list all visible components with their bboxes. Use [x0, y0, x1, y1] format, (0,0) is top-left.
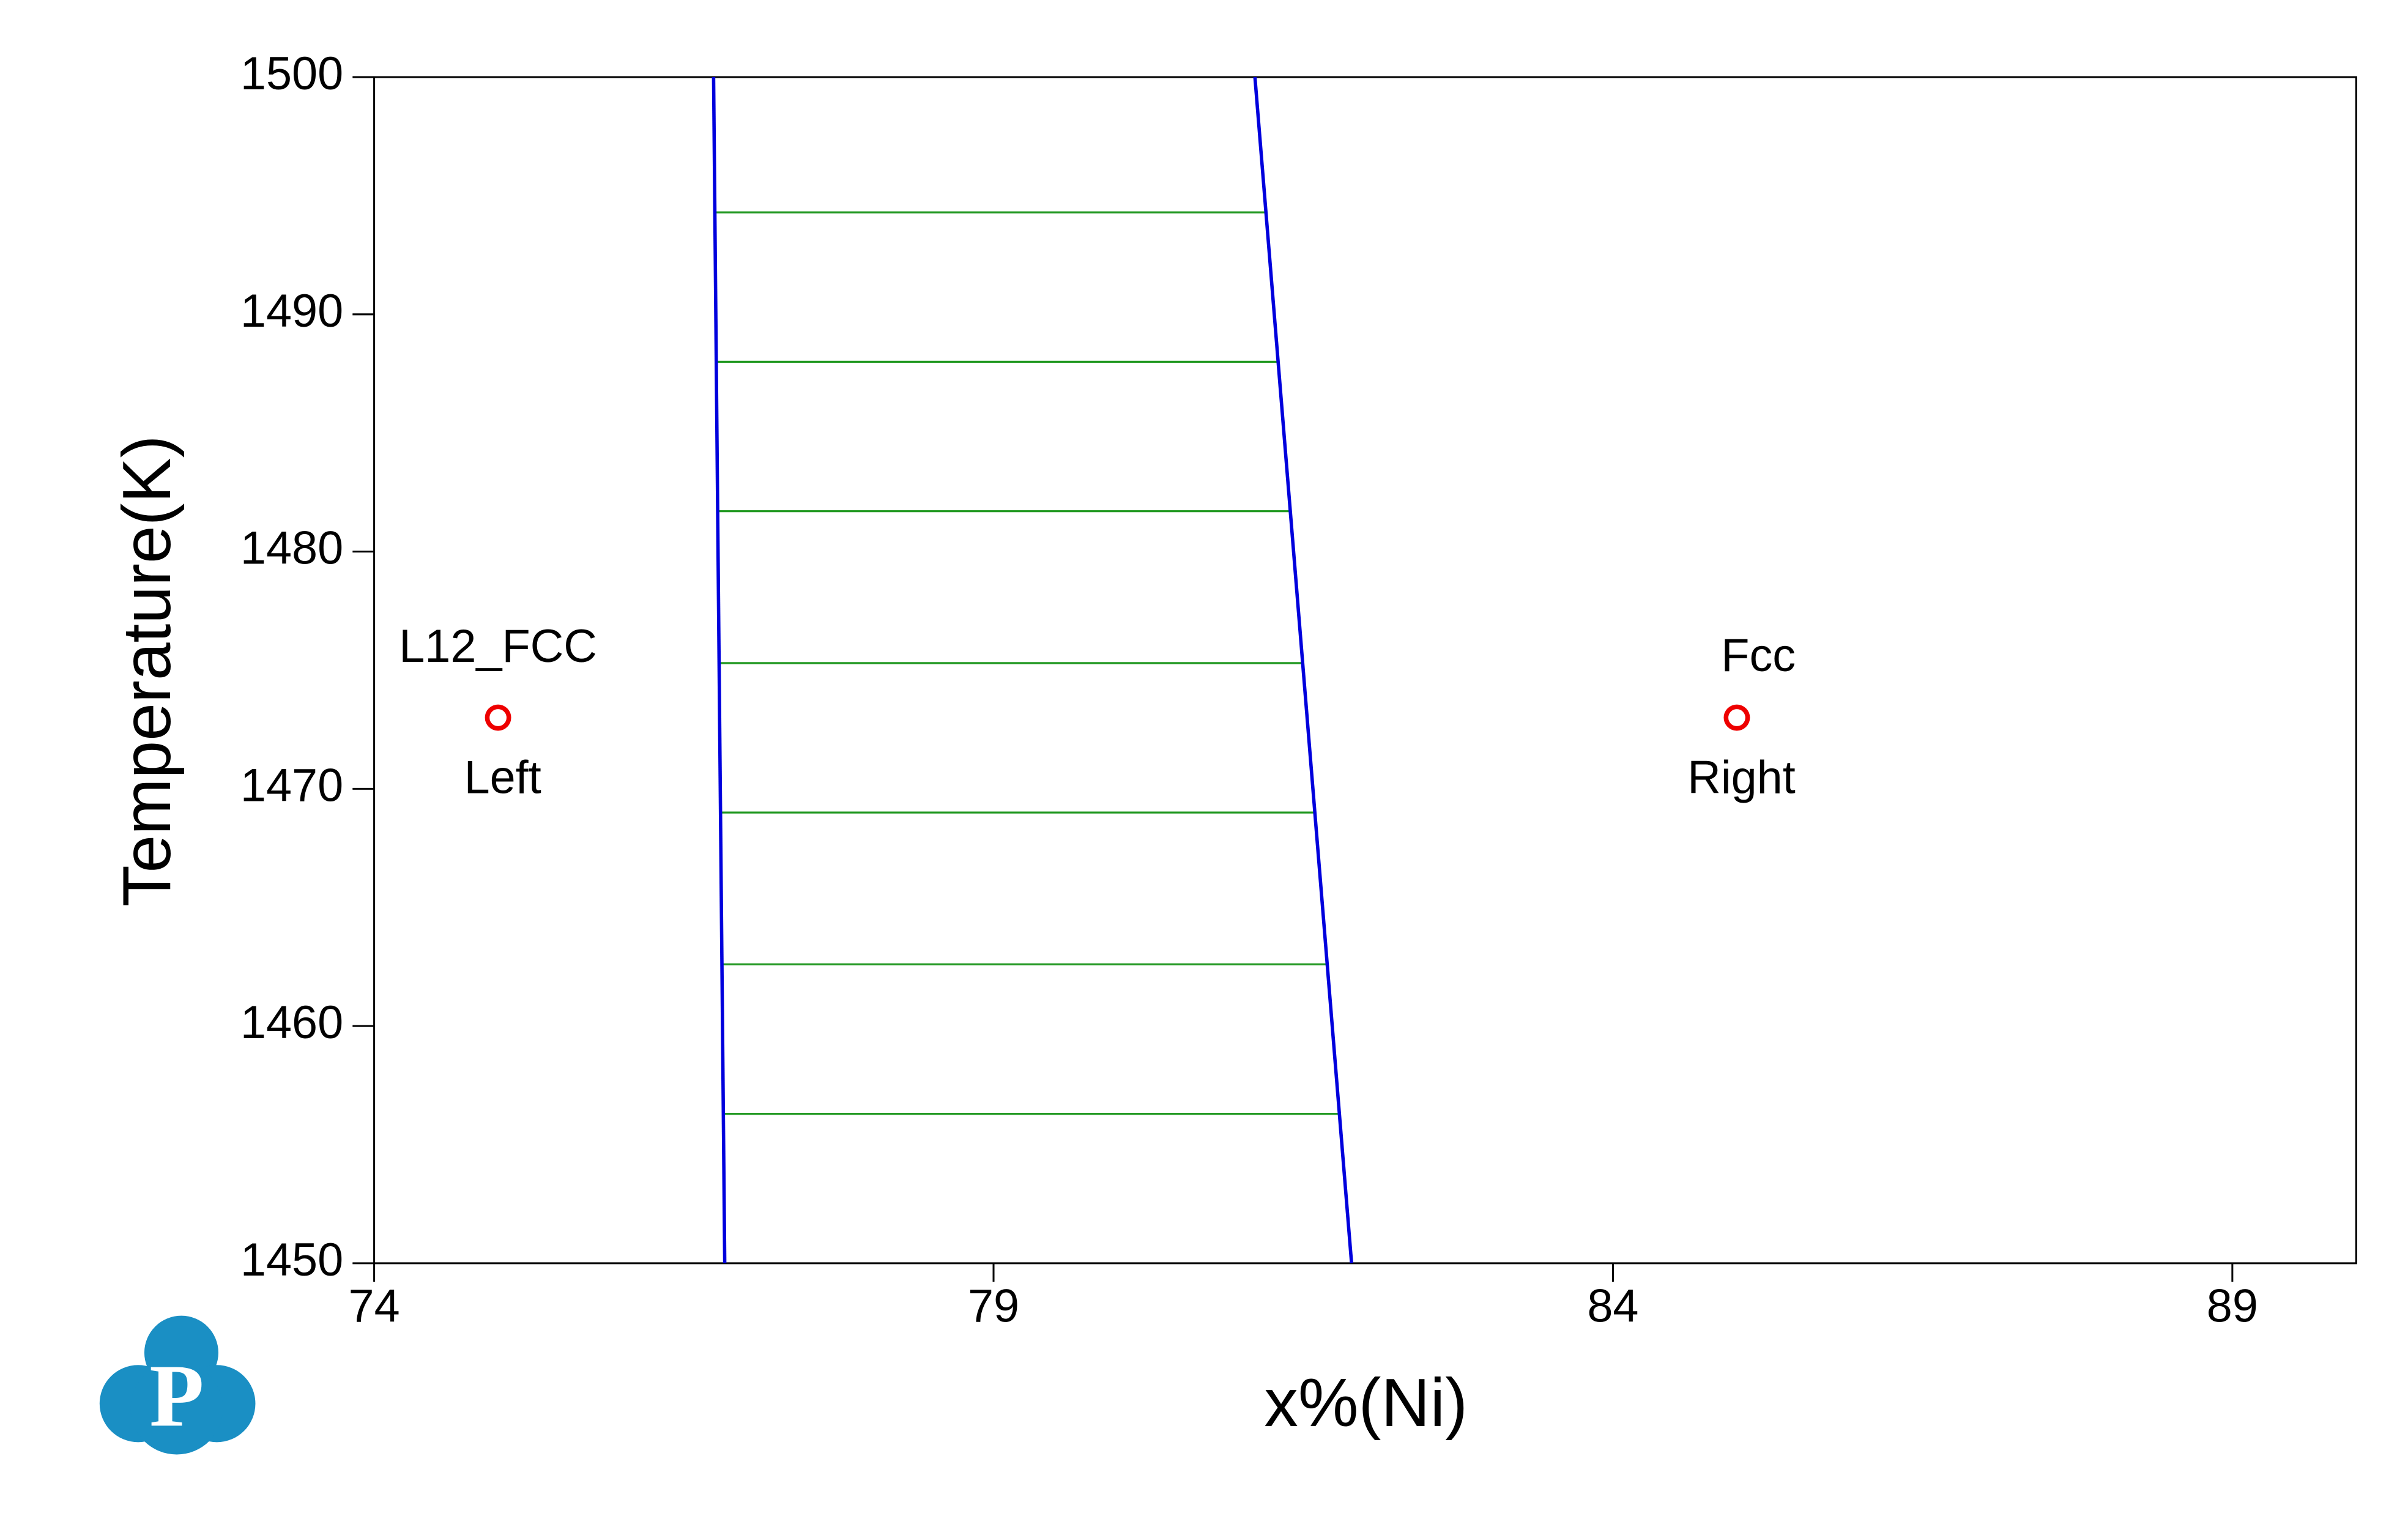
logo: P: [99, 1315, 256, 1455]
phase-boundary: [1253, 76, 1353, 1264]
logo-letter: P: [149, 1346, 204, 1445]
y-tick-label: 1450: [240, 1235, 343, 1286]
x-tick-label: 79: [968, 1280, 1019, 1332]
point: [1723, 704, 1750, 731]
x-tick-label: 89: [2207, 1280, 2258, 1332]
y-tick-label: 1480: [240, 523, 343, 574]
x-axis-title: x%(Ni): [1264, 1365, 1468, 1441]
point: [485, 704, 511, 731]
y-tick-label: 1460: [240, 997, 343, 1049]
y-tick-label: 1500: [240, 48, 343, 100]
plot-frame: [373, 76, 2357, 1265]
x-tick-label: 74: [349, 1280, 400, 1332]
y-tick-label: 1470: [240, 760, 343, 811]
y-tick-label: 1490: [240, 286, 343, 337]
logo-shape: [130, 1362, 223, 1455]
y-axis-title: Temperature(K): [109, 435, 185, 907]
phase-label: L12_FCC: [399, 621, 597, 672]
phase-boundary: [712, 77, 727, 1263]
x-tick-label: 84: [1587, 1280, 1638, 1332]
phase-label: Fcc: [1721, 630, 1796, 682]
point-label: Right: [1687, 752, 1796, 803]
point-label: Left: [464, 752, 541, 803]
